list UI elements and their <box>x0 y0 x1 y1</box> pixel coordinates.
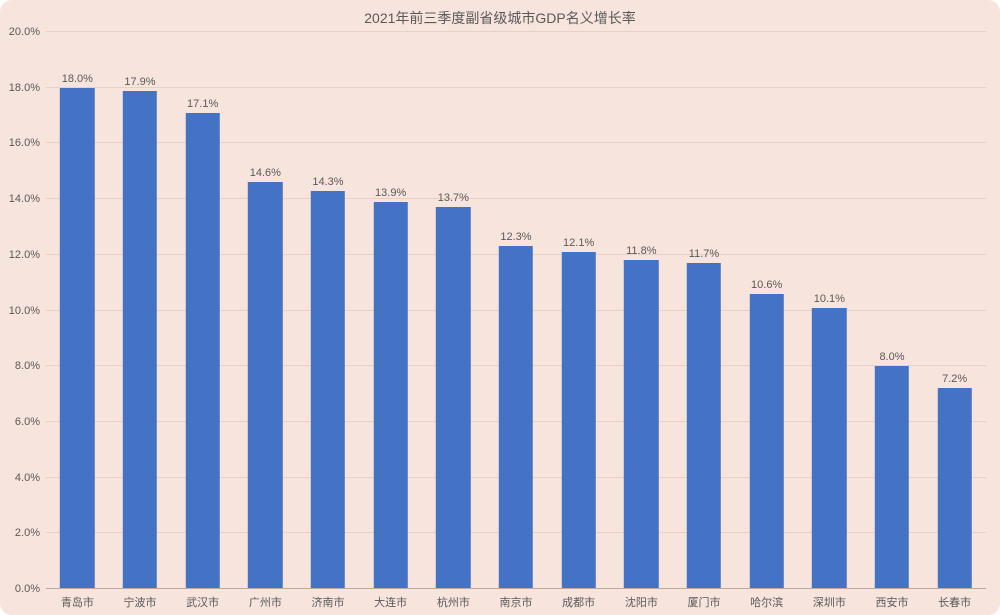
y-tick-label: 2.0% <box>15 527 46 539</box>
y-tick-label: 12.0% <box>9 249 46 261</box>
x-category-label: 广州市 <box>249 589 282 610</box>
bar-value-label: 14.3% <box>312 176 343 191</box>
y-tick-label: 0.0% <box>15 583 46 595</box>
x-category-label: 南京市 <box>499 589 532 610</box>
bar: 13.9% <box>373 202 407 589</box>
x-category-label: 青岛市 <box>61 589 94 610</box>
x-category-label: 宁波市 <box>123 589 156 610</box>
bar-slot: 12.3%南京市 <box>485 32 548 589</box>
gdp-growth-bar-chart: 2021年前三季度副省级城市GDP名义增长率 0.0%2.0%4.0%6.0%8… <box>0 0 1000 615</box>
bar-value-label: 18.0% <box>62 73 93 88</box>
bar-slot: 11.8%沈阳市 <box>610 32 673 589</box>
y-tick-label: 8.0% <box>15 360 46 372</box>
bar-slot: 10.1%深圳市 <box>798 32 861 589</box>
x-category-label: 济南市 <box>311 589 344 610</box>
bar: 12.3% <box>499 246 533 589</box>
x-category-label: 西安市 <box>875 589 908 610</box>
bar: 11.8% <box>624 260 658 589</box>
y-tick-label: 18.0% <box>9 82 46 94</box>
y-tick-label: 6.0% <box>15 416 46 428</box>
bar-value-label: 10.6% <box>751 279 782 294</box>
bar-value-label: 14.6% <box>250 167 281 182</box>
bar-value-label: 11.8% <box>626 245 656 260</box>
bar: 13.7% <box>436 207 470 589</box>
bar-value-label: 11.7% <box>689 248 719 263</box>
x-category-label: 厦门市 <box>687 589 720 610</box>
y-tick-label: 16.0% <box>9 137 46 149</box>
bar-slot: 10.6%哈尔滨 <box>735 32 798 589</box>
bar: 12.1% <box>561 252 595 589</box>
bar-value-label: 7.2% <box>942 373 967 388</box>
bar: 17.1% <box>185 113 219 589</box>
bar-slot: 14.6%广州市 <box>234 32 297 589</box>
bar: 10.6% <box>749 294 783 589</box>
bar-slot: 13.7%杭州市 <box>422 32 485 589</box>
x-category-label: 杭州市 <box>437 589 470 610</box>
bar-slot: 18.0%青岛市 <box>46 32 109 589</box>
bar: 14.3% <box>311 191 345 589</box>
x-axis-baseline <box>46 588 986 589</box>
x-category-label: 大连市 <box>374 589 407 610</box>
bar: 17.9% <box>123 91 157 590</box>
y-tick-label: 20.0% <box>9 26 46 38</box>
bar: 8.0% <box>875 366 909 589</box>
x-category-label: 哈尔滨 <box>750 589 783 610</box>
x-category-label: 沈阳市 <box>625 589 658 610</box>
bar-slot: 17.9%宁波市 <box>109 32 172 589</box>
bar: 10.1% <box>812 308 846 589</box>
bar: 7.2% <box>937 388 971 589</box>
bar-value-label: 12.3% <box>500 231 531 246</box>
x-category-label: 深圳市 <box>813 589 846 610</box>
bar-slot: 7.2%长春市 <box>923 32 986 589</box>
plot-area: 0.0%2.0%4.0%6.0%8.0%10.0%12.0%14.0%16.0%… <box>46 32 986 589</box>
bars-container: 18.0%青岛市17.9%宁波市17.1%武汉市14.6%广州市14.3%济南市… <box>46 32 986 589</box>
bar-slot: 11.7%厦门市 <box>673 32 736 589</box>
bar-slot: 13.9%大连市 <box>359 32 422 589</box>
bar-slot: 17.1%武汉市 <box>171 32 234 589</box>
bar-value-label: 17.1% <box>187 98 218 113</box>
x-category-label: 成都市 <box>562 589 595 610</box>
bar-slot: 8.0%西安市 <box>861 32 924 589</box>
bar-value-label: 13.9% <box>375 187 406 202</box>
bar: 11.7% <box>687 263 721 589</box>
x-category-label: 长春市 <box>938 589 971 610</box>
bar: 18.0% <box>60 88 94 589</box>
y-tick-label: 4.0% <box>15 472 46 484</box>
bar-slot: 14.3%济南市 <box>297 32 360 589</box>
chart-title: 2021年前三季度副省级城市GDP名义增长率 <box>0 8 1000 28</box>
bar: 14.6% <box>248 182 282 589</box>
bar-value-label: 13.7% <box>438 192 469 207</box>
bar-slot: 12.1%成都市 <box>547 32 610 589</box>
y-tick-label: 10.0% <box>9 305 46 317</box>
bar-value-label: 17.9% <box>124 76 155 91</box>
bar-value-label: 12.1% <box>563 237 594 252</box>
bar-value-label: 8.0% <box>879 351 904 366</box>
bar-value-label: 10.1% <box>814 293 845 308</box>
x-category-label: 武汉市 <box>186 589 219 610</box>
y-tick-label: 14.0% <box>9 193 46 205</box>
